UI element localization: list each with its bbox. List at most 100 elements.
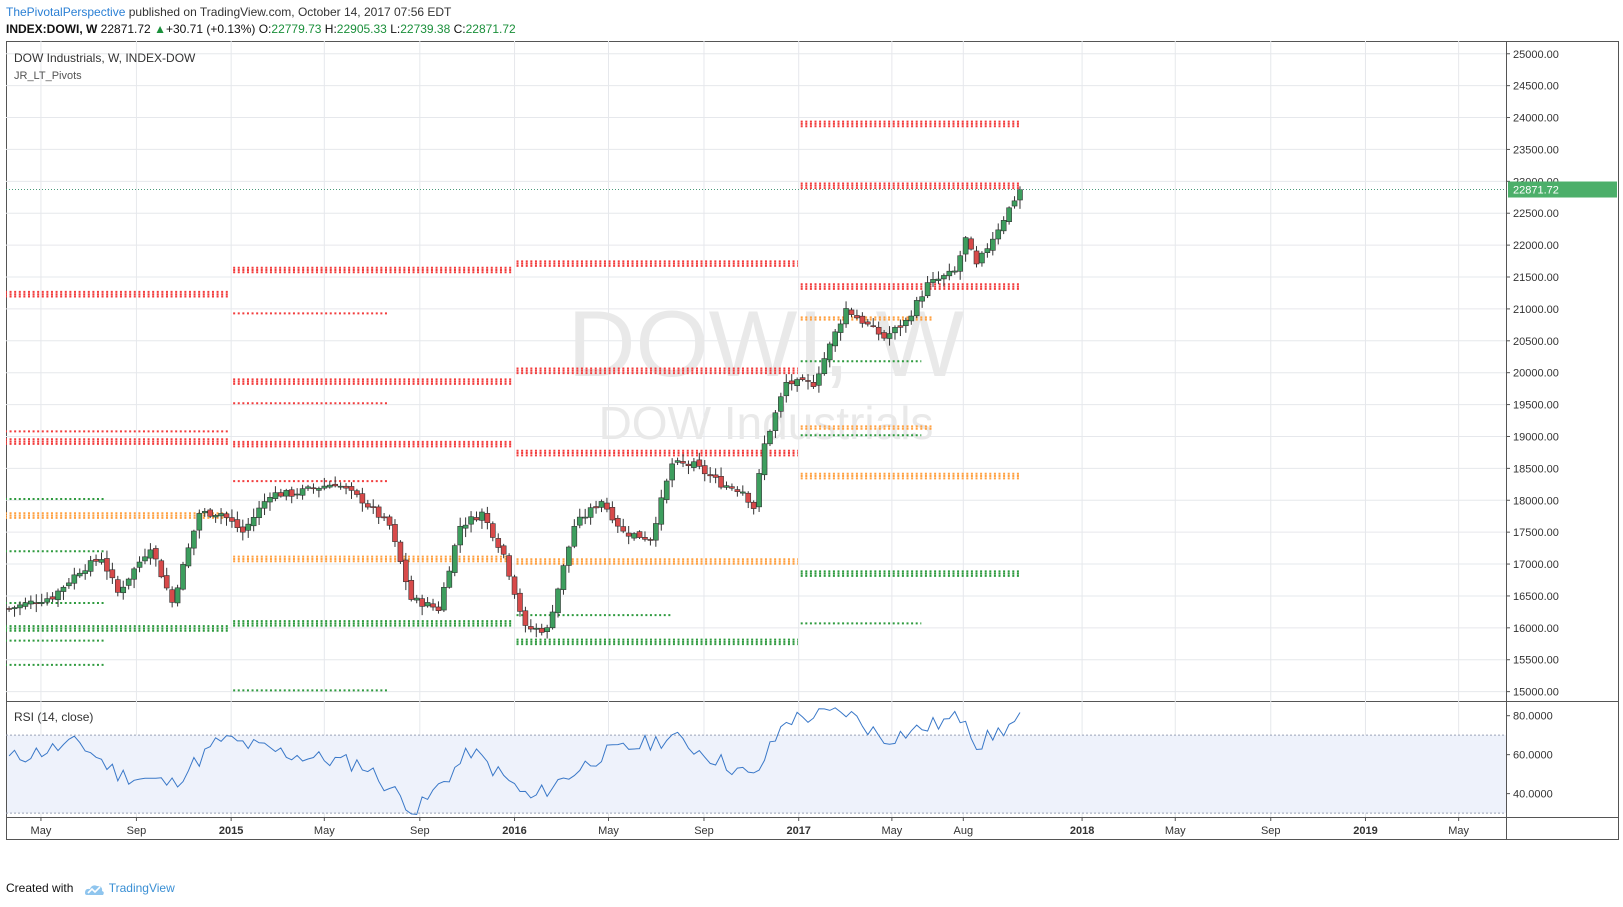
candle-body (854, 315, 860, 319)
candle (240, 519, 246, 541)
time-axis-label: 2017 (786, 825, 810, 837)
candle-body (848, 309, 855, 315)
candle-body (256, 507, 262, 519)
candle-body (283, 490, 290, 497)
candle (131, 566, 137, 589)
price-axis-label: 18000.00 (1513, 495, 1559, 507)
candle (761, 435, 768, 481)
candle-body (419, 598, 425, 607)
candle-body (859, 315, 866, 324)
tradingview-brand[interactable]: TradingView (108, 881, 175, 895)
candle (1011, 196, 1018, 209)
candle-body (147, 549, 154, 559)
candle (778, 392, 784, 418)
candle-body (750, 501, 757, 509)
tradingview-cloud-icon[interactable] (83, 882, 105, 896)
candle (343, 483, 349, 495)
candle-body (484, 513, 491, 523)
candle (658, 489, 665, 531)
candle-body (115, 579, 121, 593)
candle-body (647, 539, 654, 541)
price-chart[interactable]: 25000.0024500.0024000.0023500.0023000.00… (0, 41, 1619, 881)
publisher-link[interactable]: ThePivotalPerspective (6, 5, 126, 19)
candle-body (462, 524, 469, 529)
candle (446, 566, 453, 589)
candle-body (707, 474, 713, 477)
candle (348, 482, 355, 499)
time-axis-label: Sep (694, 825, 714, 837)
candle (479, 508, 485, 529)
open-label: O: (258, 22, 272, 36)
candle-body (245, 523, 252, 531)
candle (528, 619, 534, 633)
candle (278, 488, 284, 498)
candle (484, 506, 491, 530)
symbol-label[interactable]: INDEX:DOWI, W (6, 22, 98, 36)
candle-body (680, 461, 686, 464)
candle (886, 326, 893, 346)
candle (729, 483, 735, 491)
price-axis-label: 23500.00 (1513, 144, 1559, 156)
candle-body (93, 558, 99, 562)
candle (218, 508, 224, 525)
candle-body (38, 602, 45, 604)
candle-body (778, 396, 784, 412)
candle (60, 585, 67, 600)
candle-body (549, 611, 556, 629)
candle (413, 594, 420, 604)
candle-body (354, 490, 360, 495)
rsi-line (8, 707, 1021, 816)
open-value: 22779.73 (271, 22, 322, 36)
candle (859, 312, 866, 328)
candle-body (930, 279, 936, 283)
candle-body (973, 250, 980, 265)
candle (865, 318, 871, 327)
candle-body (794, 379, 800, 387)
rsi-label: RSI (14, close) (14, 710, 93, 724)
candle (973, 246, 980, 268)
candle (365, 499, 371, 510)
candle (544, 624, 550, 639)
price-axis-label: 16000.00 (1513, 623, 1559, 635)
candle (234, 511, 241, 533)
candle-body (892, 327, 898, 334)
candle-body (566, 546, 572, 566)
candle (55, 588, 61, 607)
candle-body (951, 270, 958, 273)
candle-body (408, 580, 415, 600)
candle (109, 562, 116, 584)
candle (517, 588, 523, 617)
time-axis-label: 2018 (1070, 825, 1094, 837)
candle (28, 595, 34, 610)
candle (408, 575, 415, 602)
candle (680, 454, 686, 468)
price-axis-label: 16500.00 (1513, 591, 1559, 603)
candle (772, 410, 779, 438)
candle (196, 509, 203, 539)
chart-frame[interactable]: 25000.0024500.0024000.0023500.0023000.00… (0, 41, 1619, 881)
candle (951, 266, 958, 275)
candle-body (272, 492, 279, 499)
candle-body (109, 569, 116, 579)
rsi-axis-label: 60.0000 (1513, 750, 1553, 762)
candle-body (136, 561, 143, 568)
candle-body (788, 380, 795, 385)
chart-legend: DOW Industrials, W, INDEX-DOW JR_LT_Pivot… (14, 51, 196, 82)
price-axis-label: 18500.00 (1513, 463, 1559, 475)
candle (935, 271, 942, 285)
candle (740, 485, 746, 496)
candle (153, 545, 159, 567)
candle-body (783, 382, 790, 397)
candle (267, 492, 273, 511)
candle (837, 319, 844, 341)
candle (66, 578, 72, 589)
candle-body (517, 592, 523, 612)
candle (946, 263, 953, 281)
candle (120, 580, 127, 600)
time-axis-label: 2016 (502, 825, 526, 837)
candle-body (223, 513, 230, 518)
candle (642, 531, 648, 542)
rsi-band (7, 735, 1506, 814)
time-axis-label: May (598, 825, 619, 837)
candle (674, 457, 681, 465)
